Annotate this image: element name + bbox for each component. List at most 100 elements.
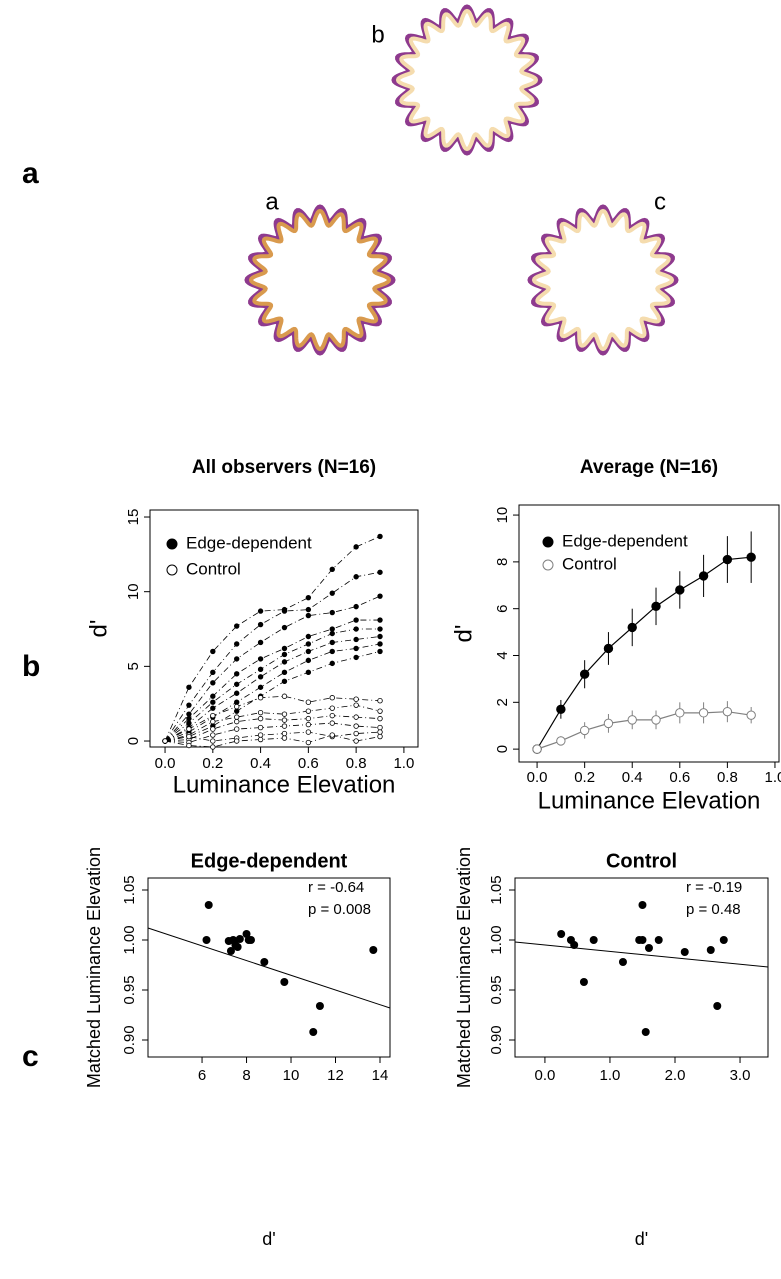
data-point [186, 702, 192, 708]
observer-line [164, 651, 381, 742]
chart-title: Control [606, 850, 677, 872]
data-point [257, 674, 264, 680]
y-tick-label: 5 [125, 662, 142, 670]
data-point [377, 733, 383, 740]
data-point [638, 901, 647, 909]
data-point [556, 704, 566, 715]
data-point [377, 648, 383, 655]
data-point [257, 666, 264, 673]
data-point [233, 943, 242, 951]
data-point [202, 936, 211, 944]
observer-line [165, 722, 381, 743]
data-point [257, 639, 264, 646]
data-point [234, 681, 240, 687]
x-tick-label: 0.8 [717, 769, 738, 786]
data-point [722, 554, 733, 565]
data-point [309, 1028, 318, 1036]
data-point [242, 930, 251, 938]
data-point [162, 738, 168, 744]
data-point [281, 651, 288, 658]
data-point [210, 732, 216, 738]
data-point [353, 626, 359, 632]
data-point [746, 552, 756, 562]
data-point [329, 626, 335, 632]
y-tick-label: 0.90 [488, 1025, 505, 1054]
data-point [305, 633, 312, 640]
data-point [210, 744, 216, 750]
x-tick-label: 0.4 [622, 769, 643, 786]
data-point [210, 726, 216, 732]
data-point [329, 639, 335, 646]
data-point [260, 958, 269, 966]
annotation: p = 0.008 [308, 901, 371, 918]
data-point [210, 718, 216, 725]
data-point [305, 721, 312, 728]
data-point [377, 569, 383, 575]
plot-frame [518, 504, 780, 763]
data-point [234, 641, 240, 647]
data-point [234, 738, 240, 744]
x-tick-label: 0.0 [534, 1067, 555, 1084]
data-point [589, 936, 598, 944]
x-tick-label: 0.0 [155, 755, 176, 772]
data-point [377, 724, 383, 731]
data-point [746, 710, 756, 720]
data-point [257, 684, 264, 690]
data-point [698, 708, 709, 718]
data-point [281, 608, 288, 614]
data-point [377, 617, 383, 623]
data-point [257, 621, 264, 628]
x-tick-label: 14 [372, 1067, 389, 1084]
x-axis-label: Luminance Elevation [538, 787, 761, 814]
data-point [353, 696, 359, 702]
y-axis-label: d' [85, 620, 112, 638]
data-point [281, 730, 288, 737]
data-point [570, 941, 579, 949]
data-point [186, 720, 192, 726]
data-point [353, 730, 359, 737]
data-point [706, 946, 715, 954]
data-point [234, 726, 240, 732]
data-point [377, 698, 383, 704]
shape-inner [395, 8, 539, 152]
data-point [353, 574, 359, 580]
data-point [257, 656, 264, 662]
legend-label: Edge-dependent [562, 531, 688, 550]
data-point [315, 1002, 324, 1010]
observer-line [164, 536, 381, 742]
data-point [281, 624, 288, 631]
x-tick-label: 1.0 [600, 1067, 621, 1084]
data-point [377, 633, 383, 640]
data-point [234, 671, 240, 677]
observer-line [164, 636, 381, 742]
observer-line [164, 695, 381, 742]
annotation: r = -0.19 [686, 879, 742, 896]
data-point [719, 936, 728, 944]
data-point [257, 724, 264, 731]
data-point [281, 735, 288, 741]
data-point [654, 936, 663, 944]
data-point [305, 669, 312, 676]
y-tick-label: 10 [494, 507, 511, 524]
x-tick-label: 10 [283, 1067, 300, 1084]
data-point [186, 726, 192, 732]
x-tick-label: 0.6 [298, 755, 319, 772]
data-point [305, 729, 312, 735]
data-point [557, 930, 566, 938]
data-point [281, 723, 288, 729]
legend-label: Edge-dependent [186, 533, 312, 552]
data-point [257, 695, 264, 701]
observer-line [164, 734, 381, 748]
data-point [210, 738, 216, 744]
data-point [257, 608, 264, 614]
data-point [305, 657, 312, 664]
data-point [329, 609, 335, 616]
data-point [329, 660, 335, 667]
data-point [722, 706, 733, 717]
x-tick-label: 8 [242, 1067, 250, 1084]
data-point [280, 978, 289, 986]
data-point [281, 659, 288, 665]
data-point [353, 738, 359, 744]
data-point [234, 690, 240, 696]
